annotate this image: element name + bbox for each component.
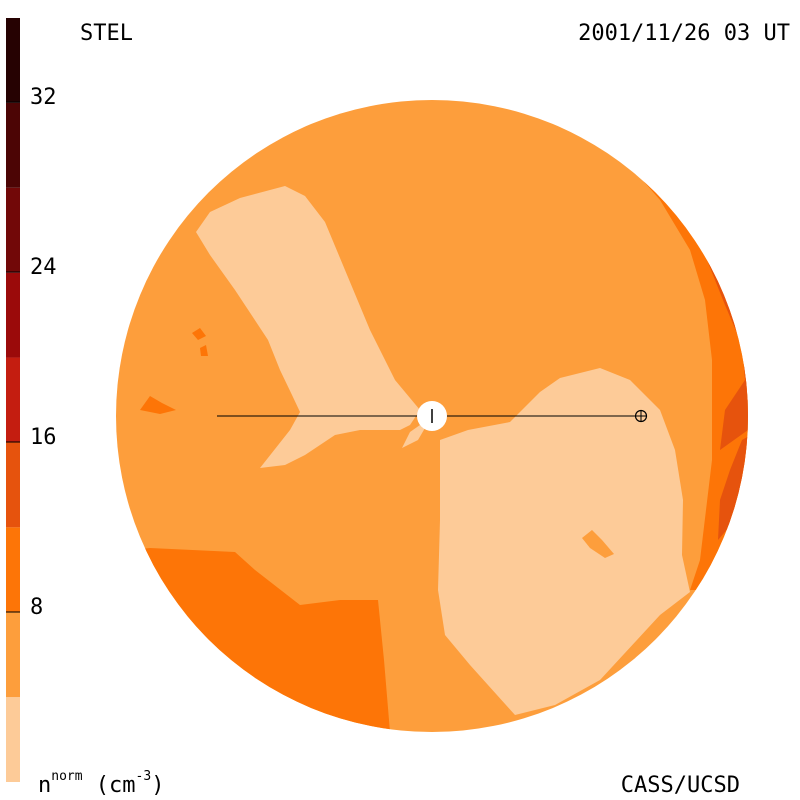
svg-text:nnorm (cm-3): nnorm (cm-3) [38,769,164,798]
colorbar-band-3 [6,442,20,528]
density-region-notch [402,425,425,448]
units-label: nnorm (cm-3) [38,769,164,798]
units-superscript: norm [51,769,82,784]
density-region-plume-northwest [196,186,420,468]
colorbar-band-7 [6,102,20,188]
units-close: ) [151,773,164,798]
spacecraft-label: STEL [80,21,133,46]
density-island-west [140,396,176,414]
timestamp-label: 2001/11/26 03 UT [578,21,790,46]
density-region-east-lower [718,430,748,540]
colorbar-tick-16: 16 [30,425,57,450]
colorbar-band-6 [6,187,20,273]
credit-label: CASS/UCSD [621,773,740,798]
colorbar-ticks: 8 16 24 32 [6,85,57,620]
colorbar-band-1 [6,612,20,698]
units-exponent: -3 [136,769,152,784]
units-main: n [38,773,51,798]
colorbar-band-8 [6,18,20,103]
colorbar-band-0 [6,697,20,782]
colorbar-band-2 [6,527,20,613]
density-island-southeast [582,530,614,558]
colorbar-band-4 [6,357,20,443]
colorbar-band-5 [6,272,20,358]
colorbar-tick-24: 24 [30,255,57,280]
colorbar-tick-32: 32 [30,85,57,110]
density-island-west-small-2 [200,345,208,356]
units-tail: (cm [83,773,136,798]
colorbar [6,18,20,782]
earth-marker [634,409,648,423]
density-island-west-small-1 [192,328,206,340]
density-region-plume-southeast [438,368,690,715]
colorbar-tick-8: 8 [30,595,43,620]
